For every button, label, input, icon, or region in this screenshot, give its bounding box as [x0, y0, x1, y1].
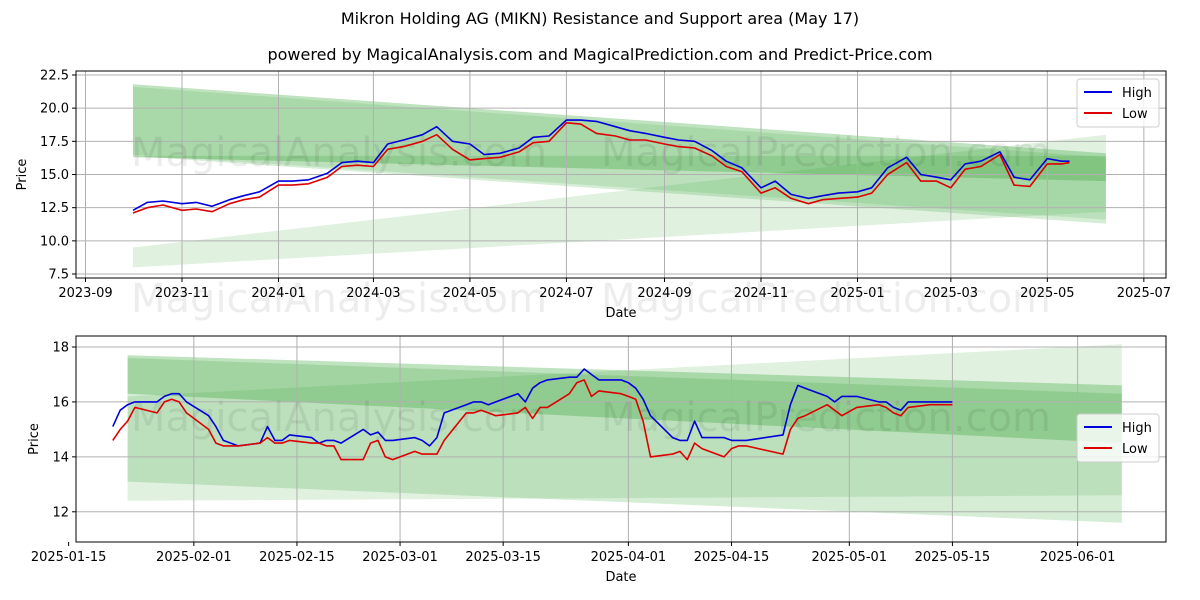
legend-label-high: High	[1122, 421, 1152, 436]
watermark-prediction-lower: MagicalPrediction.com	[601, 276, 1051, 322]
panel-top: MagicalAnalysis.com MagicalPrediction.com…	[15, 68, 1171, 322]
x-tick-label: 2025-03-15	[465, 550, 541, 565]
y-tick-label: 7.5	[48, 268, 69, 283]
support-resistance-band-0	[127, 355, 1122, 444]
panel-bottom: MagicalAnalysis.com MagicalPrediction.com…	[27, 335, 1167, 585]
x-tick-label: 2024-07	[539, 286, 593, 301]
x-tick-label: 2025-02-01	[156, 550, 232, 565]
x-tick-label: 2024-03	[346, 286, 400, 301]
x-axis-label: Date	[605, 570, 636, 585]
x-tick-label: 2025-03-01	[362, 550, 438, 565]
x-tick-label: 2025-05-01	[812, 550, 888, 565]
y-tick-label: 14	[52, 450, 69, 465]
y-tick-label: 17.5	[40, 135, 69, 150]
support-resistance-band-3	[133, 155, 1106, 224]
x-tick-label: 2025-04-15	[694, 550, 770, 565]
x-axis-label: Date	[605, 306, 636, 321]
legend-label-low: Low	[1122, 107, 1148, 122]
y-tick-label: 20.0	[40, 102, 69, 117]
series-line-low	[112, 379, 953, 461]
x-tick-label: 2025-06-01	[1040, 550, 1116, 565]
support-resistance-band-1	[133, 86, 1106, 220]
series-line-high	[132, 119, 1070, 211]
y-axis-label: Price	[15, 159, 30, 191]
chart-subtitle: powered by MagicalAnalysis.com and Magic…	[267, 45, 933, 64]
y-axis-label: Price	[27, 423, 42, 455]
watermark-analysis-lower: MagicalAnalysis.com	[131, 276, 547, 322]
support-resistance-band-2	[127, 344, 1122, 501]
legend: High Low	[1076, 78, 1160, 128]
x-tick-label: 2025-05	[1020, 286, 1074, 301]
y-tick-label: 12	[52, 505, 69, 520]
legend-label-high: High	[1122, 86, 1152, 101]
x-tick-label: 2025-04-01	[591, 550, 667, 565]
plot-area: MagicalAnalysis.com MagicalPrediction.com	[76, 336, 1166, 542]
legend: High Low	[1076, 413, 1160, 463]
x-tick-label: 2024-11	[734, 286, 788, 301]
x-tick-label: 2023-09	[58, 286, 112, 301]
chart-title: Mikron Holding AG (MIKN) Resistance and …	[340, 9, 860, 28]
legend-label-low: Low	[1122, 442, 1148, 457]
y-tick-label: 15.0	[40, 168, 69, 183]
x-tick-label: 2025-01	[830, 286, 884, 301]
series-line-low	[132, 122, 1070, 214]
support-resistance-band-1	[127, 358, 1122, 523]
x-tick-label: 2024-05	[443, 286, 497, 301]
x-tick-label: 2025-07	[1117, 286, 1171, 301]
y-tick-label: 10.0	[40, 234, 69, 249]
y-tick-label: 18	[52, 340, 69, 355]
watermark-prediction: MagicalPrediction.com	[601, 130, 1051, 176]
y-tick-label: 12.5	[40, 201, 69, 216]
support-resistance-band-2	[133, 134, 1106, 268]
x-tick-label: 2023-11	[155, 286, 209, 301]
axes-frame	[75, 335, 1167, 543]
x-tick-label: 2025-05-15	[915, 550, 991, 565]
y-tick-label: 16	[52, 395, 69, 410]
x-tick-label: 2024-01	[251, 286, 305, 301]
y-tick-label: 22.5	[40, 68, 69, 83]
watermark-prediction: MagicalPrediction.com	[601, 395, 1051, 441]
x-tick-label: 2025-03	[924, 286, 978, 301]
plot-area: MagicalAnalysis.com MagicalPrediction.com	[76, 71, 1166, 278]
x-tick-label: 2025-01-15	[31, 550, 107, 565]
x-tick-label: 2024-09	[637, 286, 691, 301]
x-tick-label: 2025-02-15	[259, 550, 335, 565]
